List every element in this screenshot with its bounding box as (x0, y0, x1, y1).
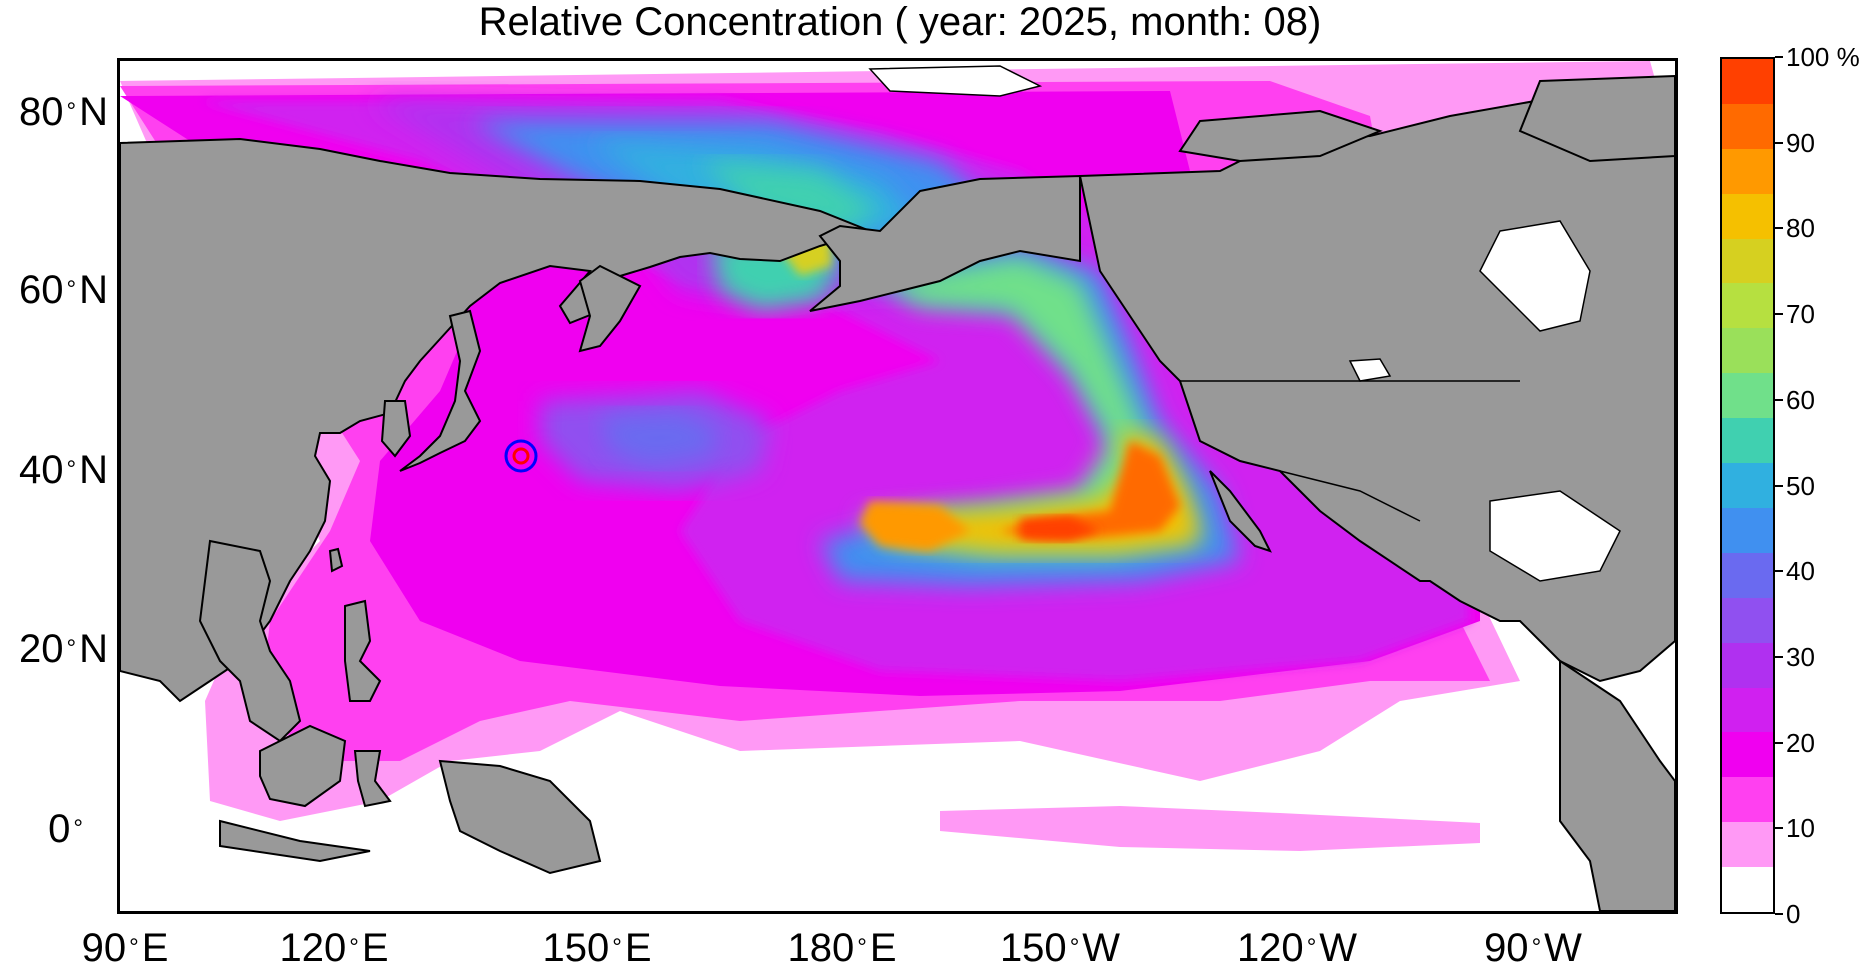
colorbar-segment (1722, 508, 1773, 553)
colorbar-segment (1722, 283, 1773, 328)
contour-100-east (1020, 516, 1100, 541)
colorbar-tick (1775, 141, 1783, 144)
colorbar-tick (1775, 570, 1783, 573)
land-korea (380, 400, 412, 458)
colorbar-label: 10 (1786, 813, 1815, 844)
colorbar-tick (1775, 227, 1783, 230)
contour-60-east (860, 256, 1200, 556)
colorbar-segment (1722, 194, 1773, 239)
colorbar-label: 40 (1786, 556, 1815, 587)
land-sulawesi (353, 750, 392, 808)
colorbar-tick (1775, 913, 1783, 915)
land-borneo (259, 724, 347, 808)
concentration-map (120, 61, 1675, 911)
lat-label-20: 20 °N (19, 627, 108, 671)
land-kamchatka (578, 264, 642, 353)
land-central-america (1559, 659, 1675, 911)
chart-title: Relative Concentration ( year: 2025, mon… (478, 0, 1322, 44)
land-indochina (198, 539, 302, 743)
land-philippines (344, 599, 382, 702)
contour-80-hawaii (860, 501, 970, 551)
colorbar-tick (1775, 313, 1783, 316)
lon-label-120w: 120 °W (1236, 926, 1358, 970)
colorbar-label: 80 (1786, 213, 1815, 244)
colorbar-segment (1722, 777, 1773, 822)
great-lakes (1348, 358, 1392, 382)
colorbar-label: 50 (1786, 470, 1815, 501)
lon-label-120e: 120 °E (279, 926, 389, 970)
release-site-outer-ring (504, 439, 538, 473)
colorbar-tick (1775, 56, 1783, 58)
contour-30-35 (600, 411, 720, 466)
colorbar-segment (1722, 463, 1773, 508)
land-arctic-islands (1178, 109, 1383, 163)
colorbar-segment (1722, 732, 1773, 777)
land-java (219, 819, 371, 863)
colorbar-label: 0 (1786, 899, 1801, 929)
colorbar-segment (1722, 104, 1773, 149)
colorbar-segment (1722, 418, 1773, 463)
colorbar (1720, 57, 1775, 914)
lat-label-60: 60 °N (19, 268, 108, 312)
colorbar-label: 70 (1786, 299, 1815, 330)
colorbar-segment (1722, 239, 1773, 283)
gulf-of-mexico (1489, 490, 1621, 582)
colorbar-label: 60 (1786, 384, 1815, 415)
colorbar-segment (1722, 328, 1773, 373)
colorbar-segment (1722, 643, 1773, 688)
lon-label-150w: 150 °W (999, 926, 1121, 970)
colorbar-label: 30 (1786, 641, 1815, 672)
release-site-inner-ring (512, 447, 530, 465)
lat-label-80: 80 °N (19, 90, 108, 134)
colorbar-segment (1722, 688, 1773, 732)
land-japan (399, 309, 482, 472)
land-baja (1209, 470, 1272, 553)
lon-label-150e: 150 °E (542, 926, 652, 970)
arctic-ocean-ice (868, 65, 1043, 97)
contour-5-10-eq (940, 806, 1480, 851)
land-taiwan (328, 547, 344, 573)
colorbar-tick (1775, 741, 1783, 744)
colorbar-segment (1722, 598, 1773, 643)
colorbar-segment (1722, 867, 1773, 912)
colorbar-segment (1722, 373, 1773, 418)
colorbar-tick (1775, 398, 1783, 401)
ice-regions (868, 65, 1621, 582)
colorbar-segment (1722, 149, 1773, 194)
colorbar-tick (1775, 655, 1783, 658)
lat-label-0: 0 ° (48, 807, 83, 851)
hudson-bay (1479, 220, 1591, 332)
lon-label-90e: 90 °E (81, 926, 169, 970)
contour-60-arctic (700, 161, 880, 231)
contour-90-east (1000, 441, 1180, 539)
colorbar-tick (1775, 484, 1783, 487)
lon-label-90w: 90 °W (1484, 926, 1582, 970)
release-site-marker (504, 439, 538, 473)
land-new-guinea (438, 759, 602, 875)
colorbar-label: 20 (1786, 727, 1815, 758)
colorbar-tick (1775, 827, 1783, 830)
lon-label-180e: 180 °E (787, 926, 897, 970)
map-plot-area (117, 58, 1678, 914)
colorbar-segment (1722, 822, 1773, 867)
land-greenland-edge (1518, 74, 1675, 163)
colorbar-segment (1722, 59, 1773, 104)
colorbar-segment (1722, 553, 1773, 598)
borders (1079, 176, 1520, 522)
colorbar-label: 100 % (1786, 42, 1860, 72)
land-asia (120, 137, 874, 703)
colorbar-label: 90 (1786, 127, 1815, 158)
border-us-mexico (1279, 470, 1421, 522)
lat-label-40: 40 °N (19, 448, 108, 492)
